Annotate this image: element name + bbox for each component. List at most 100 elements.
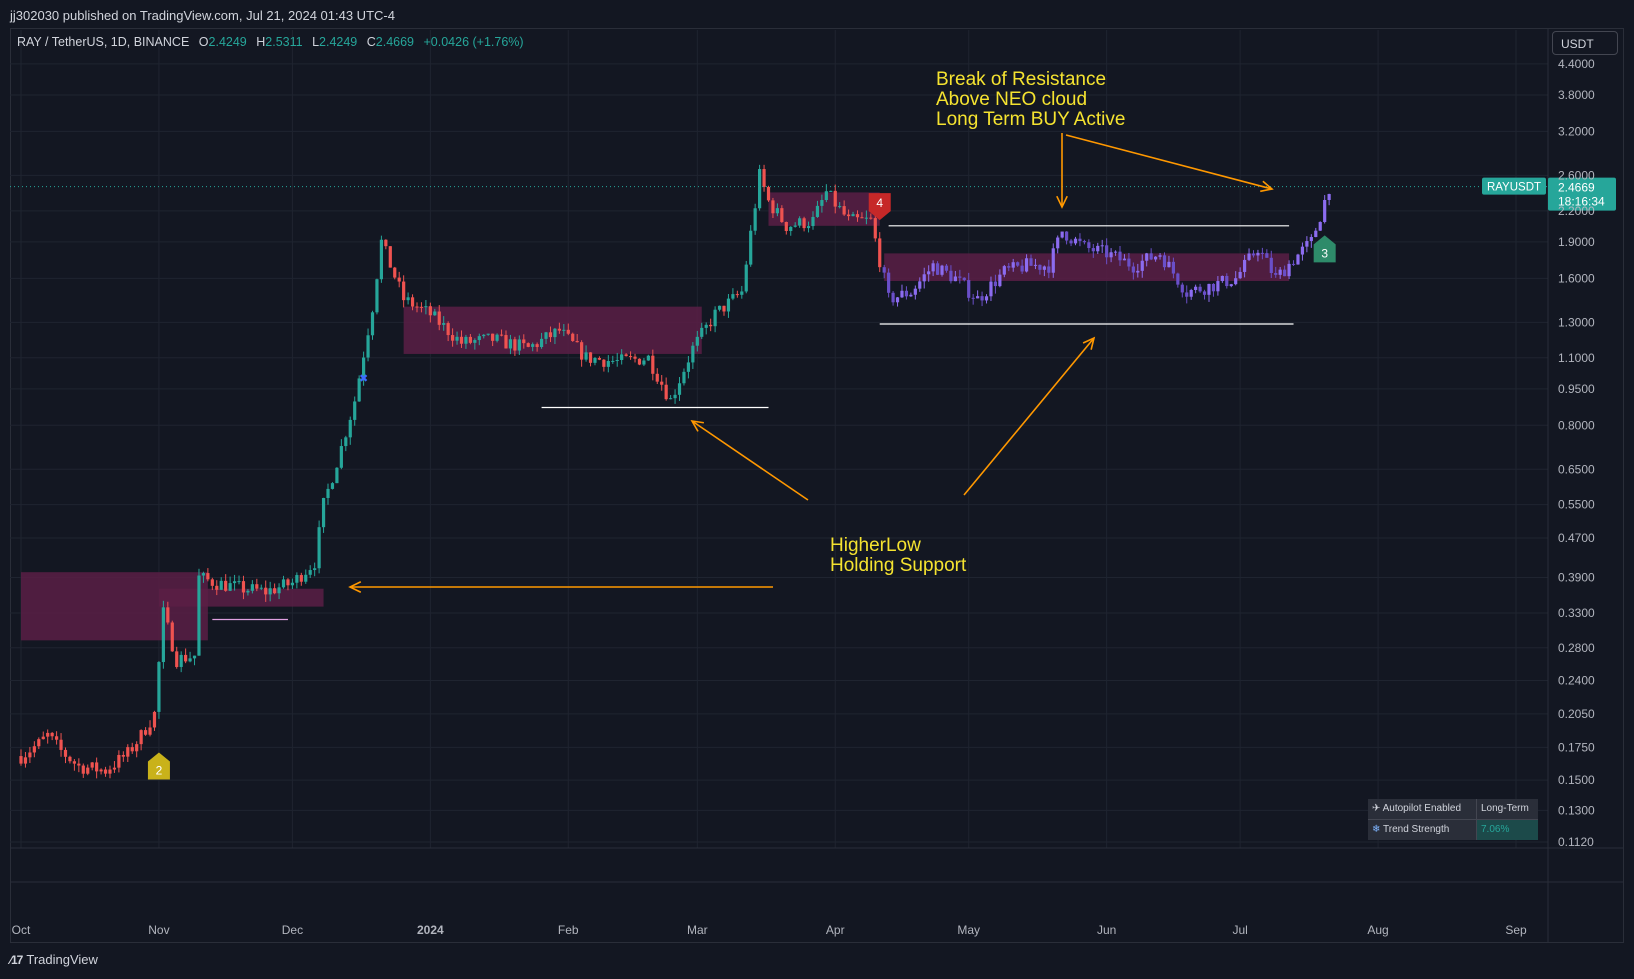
currency-button[interactable]: USDT [1552,31,1618,55]
price-tick-label: 0.1750 [1558,740,1595,754]
candle-body [971,297,975,299]
trend-strength-value: 7.06% [1477,820,1538,840]
candle-body [161,607,165,663]
candle-body [313,568,317,571]
candle-body [731,294,735,299]
candle-body [1153,256,1158,260]
candle-body [1176,273,1180,285]
candle-body [846,214,851,217]
candle-body [993,281,998,287]
candle-body [1011,262,1015,268]
candle-body [642,360,646,365]
candle-body [1033,264,1038,266]
candle-body [295,575,299,583]
price-tick-label: 0.5500 [1558,498,1595,512]
candle-body [339,446,343,468]
candle-body [539,338,544,348]
candle-body [504,335,508,349]
candle-body [677,383,682,395]
candle-body [851,214,855,217]
open-value: 2.4249 [208,35,247,49]
price-tick-label: 0.2050 [1558,707,1595,721]
candle-body [108,769,112,774]
candle-body [922,274,926,282]
candle-body [548,332,553,338]
candle-body [793,225,797,227]
resistance-line-3: Long Term BUY Active [936,109,1126,130]
candle-body [1265,253,1269,258]
candle-body [135,744,139,752]
time-tick-label: Jul [1232,923,1247,937]
neo-cloud [21,192,1290,641]
candle-body [1109,252,1113,258]
candle-body [660,381,664,385]
candle-body [593,357,597,363]
candle-body [695,336,699,346]
candle-body [1029,258,1033,266]
candle-body [68,756,72,762]
symbol-name[interactable]: RAY / TetherUS, 1D, BINANCE [17,35,190,49]
candle-body [277,587,281,594]
candle-body [1194,286,1198,290]
candle-body [1185,292,1189,297]
candle-body [544,332,548,339]
candle-body [1274,272,1278,275]
candle-body [535,344,539,348]
price-tag-value: 2.4669 [1558,181,1595,195]
time-tick-label: Nov [148,923,169,937]
cloud-band [158,588,324,607]
candle-body [513,339,517,351]
candle-body [789,226,793,231]
symbol-legend: RAY / TetherUS, 1D, BINANCE O2.4249 H2.5… [17,35,524,49]
buy-marker-1: 2 [147,752,170,780]
candles: 4 2 3 ✖ [19,164,1336,780]
footer-brand[interactable]: ⁄17 TradingView [10,952,98,967]
resistance-annotation[interactable]: Break of Resistance Above NEO cloud Long… [936,70,1125,130]
candle-body [838,206,842,208]
candle-body [531,344,535,347]
candle-body [1042,266,1046,270]
candle-body [450,335,455,341]
candle-body [406,297,410,301]
candle-body [1122,258,1127,261]
time-tick-label: Jun [1097,923,1116,937]
candle-body [1323,200,1327,223]
candle-body [139,730,143,745]
candle-body [37,739,41,747]
candle-body [54,736,59,740]
candle-body [1278,269,1282,275]
candle-body [798,218,802,226]
candle-body [1234,278,1238,285]
candle-body [86,767,90,774]
price-tick-label: 4.4000 [1558,57,1595,71]
candle-body [686,362,691,372]
candle-body [597,357,602,360]
candle-body [126,747,130,757]
support-annotation[interactable]: HigherLow Holding Support [830,536,966,576]
candle-body [264,587,268,595]
candle-body [1216,281,1220,292]
candle-body [771,200,775,214]
candle-body [989,281,993,297]
candle-body [1158,255,1162,257]
candle-body [1145,253,1149,261]
candle-body [749,230,753,265]
tradingview-logo-icon: ⁄17 [10,952,23,967]
candle-body [726,298,731,312]
candle-body [508,339,513,349]
candle-body [615,359,619,361]
candle-body [811,216,815,227]
candle-body [1105,245,1109,258]
candle-body [980,296,984,301]
time-tick-label: 2024 [417,923,444,937]
candle-body [517,339,521,351]
candle-body [424,306,428,308]
candle-body [112,767,117,770]
candle-body [1047,266,1051,273]
candle-body [775,208,779,214]
candle-body [1283,269,1287,277]
candle-body [197,575,201,656]
candle-body [410,297,415,307]
buy-marker-2-shape [1313,235,1336,263]
